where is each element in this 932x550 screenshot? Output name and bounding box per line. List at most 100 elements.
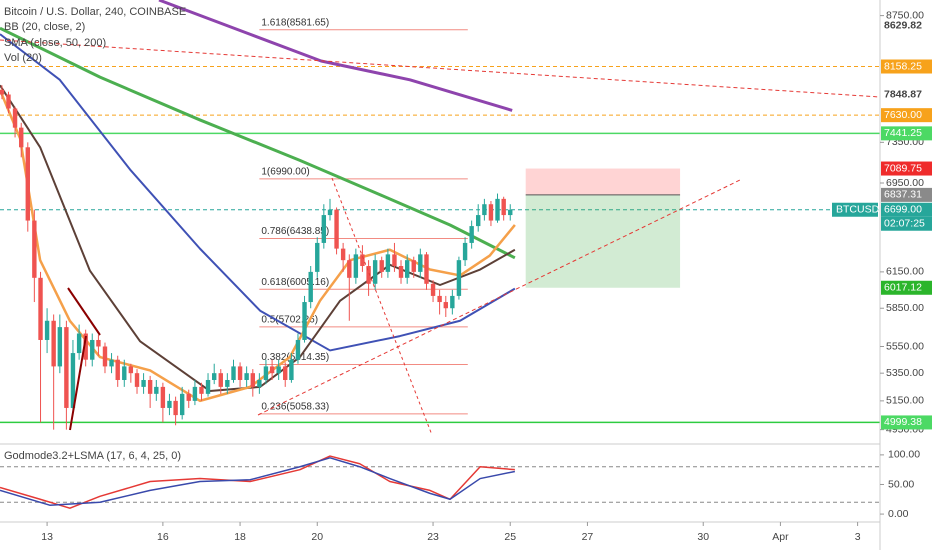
candle-body <box>392 254 397 267</box>
candle-body <box>44 320 50 340</box>
candle-body <box>109 359 114 367</box>
price-tag-label: 7848.87 <box>884 88 922 100</box>
price-tag-label: 6837.31 <box>884 189 922 201</box>
y-tick-label: 5150.00 <box>886 395 924 407</box>
candle-body <box>102 346 108 367</box>
candle-body <box>295 339 301 360</box>
x-tick-label: 27 <box>582 531 594 543</box>
candle-body <box>128 366 134 374</box>
osc-line <box>0 455 515 509</box>
candle-body <box>160 386 166 408</box>
candle-body <box>366 266 371 284</box>
candle-body <box>122 366 127 380</box>
candle-body <box>57 327 63 367</box>
y-tick-label: 5850.00 <box>886 302 924 314</box>
x-tick-label: 23 <box>427 531 439 543</box>
price-tag <box>881 126 932 141</box>
x-tick-label: 16 <box>157 531 169 543</box>
candle-body <box>231 366 236 380</box>
price-tag-label: 7630.00 <box>884 109 922 121</box>
candle-body <box>462 242 468 261</box>
candle-body <box>263 366 269 380</box>
candle-body <box>237 366 243 380</box>
candle-body <box>360 254 365 267</box>
fib-label: 0.786(6438.85) <box>261 226 329 237</box>
candle-body <box>308 271 313 303</box>
candle-body <box>379 260 384 272</box>
osc-tick-label: 100.00 <box>888 449 920 461</box>
candle-body <box>12 108 18 128</box>
candle-body <box>76 333 82 354</box>
y-tick-label: 6950.00 <box>886 177 924 189</box>
symbol-label: BTCUSD <box>836 204 880 216</box>
osc-tick-label: 0.00 <box>888 508 909 520</box>
candle-body <box>385 254 391 272</box>
candle-body <box>404 260 410 278</box>
x-tick-label: 18 <box>234 531 246 543</box>
price-tag-label: 7089.75 <box>884 162 922 174</box>
candle-body <box>179 393 185 416</box>
trend-line <box>67 287 101 336</box>
candle-body <box>501 198 506 216</box>
trend-line <box>331 177 433 436</box>
candle-body <box>19 127 24 148</box>
price-tag <box>881 108 932 123</box>
candle-body <box>38 277 43 340</box>
candle-body <box>205 379 211 394</box>
candle-body <box>450 295 455 309</box>
price-tag-label: 8158.25 <box>884 60 922 72</box>
price-tag <box>881 187 932 202</box>
candle-body <box>147 379 153 394</box>
candle-body <box>173 400 178 416</box>
price-tag-label: 7441.25 <box>884 127 922 139</box>
candle-body <box>476 215 481 227</box>
x-tick-label: 30 <box>697 531 709 543</box>
candle-body <box>199 386 204 394</box>
fib-label: 1(6990.00) <box>261 166 309 177</box>
candle-body <box>327 209 333 216</box>
x-tick-label: 25 <box>504 531 516 543</box>
target-zone <box>525 194 681 288</box>
x-tick-label: 3 <box>855 531 861 543</box>
candle-body <box>257 379 262 387</box>
countdown-tag <box>881 216 932 231</box>
candle-body <box>25 147 30 221</box>
indicator-label: SMA (close, 50, 200) <box>4 37 106 49</box>
y-tick-label: 5550.00 <box>886 340 924 352</box>
candle-body <box>96 339 101 347</box>
fib-label: 1.618(8581.65) <box>261 17 329 28</box>
price-tag <box>881 161 932 176</box>
candle-body <box>225 379 230 387</box>
candle-body <box>6 94 11 109</box>
oscillator-title: Godmode3.2+LSMA (17, 6, 4, 25, 0) <box>4 450 181 462</box>
candle-body <box>276 366 281 374</box>
candle-body <box>437 295 442 303</box>
candle-body <box>70 353 76 408</box>
candle-body <box>250 373 256 387</box>
x-tick-label: 13 <box>41 531 53 543</box>
candle-body <box>186 393 191 401</box>
candle-body <box>482 204 487 216</box>
candle-body <box>283 366 288 380</box>
indicator-line <box>158 0 513 112</box>
osc-tick-label: 50.00 <box>888 478 914 490</box>
stop-zone <box>525 168 681 195</box>
fib-label: 0.382(5414.35) <box>261 352 329 363</box>
price-tag <box>881 59 932 74</box>
indicator-label: BB (20, close, 2) <box>4 21 85 33</box>
candle-body <box>244 373 249 380</box>
candle-body <box>154 386 159 394</box>
candle-body <box>321 215 327 243</box>
candle-body <box>192 386 198 401</box>
price-tag <box>881 415 932 430</box>
candle-body <box>115 359 120 380</box>
price-tag <box>881 280 932 295</box>
candle-body <box>0 89 5 95</box>
candle-body <box>90 339 95 360</box>
osc-line <box>0 457 516 506</box>
candle-body <box>456 260 462 296</box>
candle-body <box>32 220 37 278</box>
title: Bitcoin / U.S. Dollar, 240, COINBASE <box>4 6 186 18</box>
indicator-label: Vol (20) <box>4 52 42 64</box>
